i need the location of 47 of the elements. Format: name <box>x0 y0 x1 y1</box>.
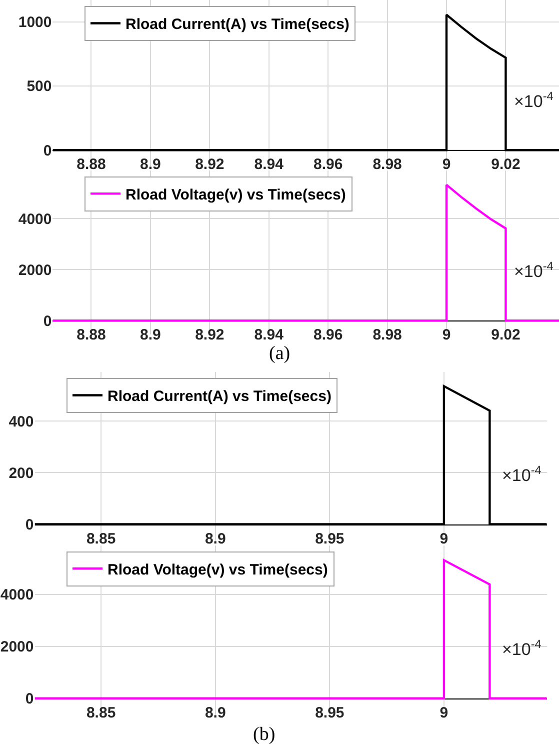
x-tick-label: 8.95 <box>315 530 344 548</box>
text: (a) <box>269 343 290 364</box>
text: (b) <box>253 724 276 745</box>
x-tick-label: 8.9 <box>140 156 161 174</box>
y-tick-label: 0 <box>43 312 52 330</box>
legend-label: Rload Current(A) vs Time(secs) <box>125 16 350 34</box>
annotation: ×10$^{-4}$ <box>502 463 542 486</box>
x-tick-label: 8.96 <box>313 326 343 344</box>
y-tick-label: 0 <box>25 690 34 708</box>
y-tick-label: 1000 <box>18 14 52 32</box>
x-tick-label: 8.88 <box>76 326 106 344</box>
annotation: ×10$^{-4}$ <box>514 89 554 112</box>
x-tick-label: 8.98 <box>372 326 402 344</box>
x-tick-label: 8.94 <box>254 156 284 174</box>
x-tick-label: 8.94 <box>254 326 284 344</box>
annotation: ×10$^{-4}$ <box>502 637 542 660</box>
y-tick-label: 400 <box>8 413 34 430</box>
x-tick-label: 8.98 <box>372 156 402 174</box>
x-tick-label: 9 <box>440 530 448 548</box>
x-tick-label: 8.95 <box>315 704 344 722</box>
y-tick-label: 500 <box>26 78 52 96</box>
x-tick-label: 8.88 <box>76 156 106 174</box>
legend-label: Rload Voltage(v) vs Time(secs) <box>108 561 328 578</box>
x-tick-label: 8.9 <box>204 530 226 548</box>
line-series <box>52 184 559 322</box>
y-tick-label: 0 <box>25 516 34 534</box>
y-tick-label: 4000 <box>0 586 34 604</box>
x-tick-label: 8.92 <box>195 326 224 344</box>
x-tick-label: 9 <box>442 156 451 174</box>
y-tick-label: 2000 <box>18 262 52 279</box>
x-tick-label: 9.02 <box>491 326 520 344</box>
annotation: ×10$^{-4}$ <box>514 259 554 282</box>
x-tick-label: 8.85 <box>86 530 116 548</box>
x-tick-label: 9 <box>440 704 448 722</box>
y-tick-label: 2000 <box>0 638 34 656</box>
x-tick-label: 8.9 <box>204 704 226 722</box>
legend-label: Rload Voltage(v) vs Time(secs) <box>125 186 346 204</box>
x-tick-label: 8.85 <box>86 704 116 722</box>
x-tick-label: 9.02 <box>491 156 520 174</box>
y-tick-label: 0 <box>43 142 52 160</box>
x-tick-label: 8.96 <box>313 156 343 174</box>
y-tick-label: 200 <box>8 464 34 482</box>
legend-label: Rload Current(A) vs Time(secs) <box>108 388 332 406</box>
x-tick-label: 9 <box>442 326 451 344</box>
y-tick-label: 4000 <box>18 210 52 228</box>
x-tick-label: 8.92 <box>195 156 224 174</box>
x-tick-label: 8.9 <box>140 326 161 344</box>
